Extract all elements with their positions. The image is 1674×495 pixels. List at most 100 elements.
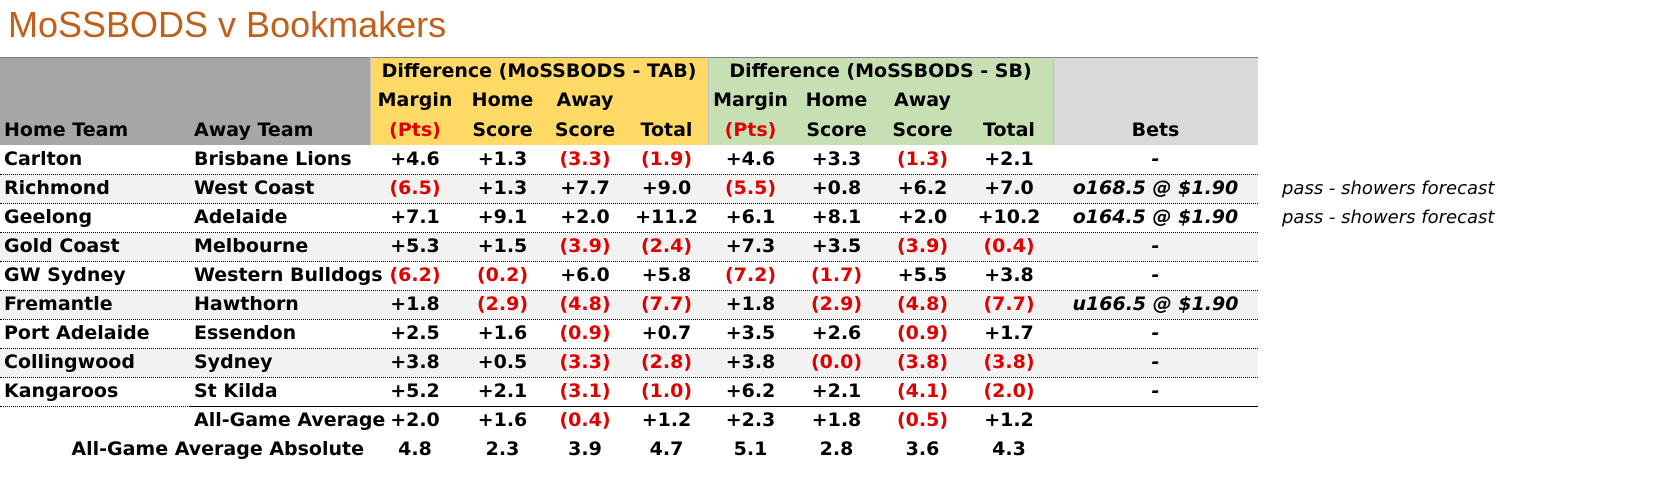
sb-value-cell: +3.5	[725, 322, 776, 344]
header-bets-bg	[1053, 57, 1258, 145]
tab-value-cell: +0.7	[641, 322, 692, 344]
tab-value-cell: +6.0	[560, 264, 610, 286]
sb-value-cell: +3.8	[725, 351, 776, 373]
sb-value-cell: +3.8	[984, 264, 1034, 286]
summary-tab-value: 4.7	[649, 438, 684, 460]
bet-cell: -	[1151, 380, 1160, 402]
summary-tab-value: 2.3	[485, 438, 520, 460]
home-team-cell: Richmond	[4, 177, 110, 199]
tab-value-cell: +2.0	[560, 206, 610, 228]
sb-value-cell: +6.2	[897, 177, 948, 199]
tab-value-cell: (0.2)	[476, 264, 529, 286]
sb-value-cell: (7.2)	[724, 264, 777, 286]
sb-value-cell: (3.8)	[983, 351, 1035, 373]
away-team-cell: Hawthorn	[194, 293, 299, 315]
sb-value-cell: (7.7)	[983, 293, 1035, 315]
away-team-cell: Adelaide	[194, 206, 288, 228]
summary-sb-value: +2.3	[725, 409, 776, 431]
tab-value-cell: +5.8	[641, 264, 692, 286]
sb-value-cell: (0.4)	[983, 235, 1035, 257]
summary-sb-value: 4.3	[992, 438, 1026, 460]
home-team-cell: Gold Coast	[4, 235, 120, 257]
summary-sb-value: 2.8	[819, 438, 854, 460]
home-team-cell: GW Sydney	[4, 264, 126, 286]
sb-header-away-score-2: Score	[892, 118, 953, 141]
sb-header-margin: Margin	[713, 89, 788, 111]
tab-value-cell: (6.5)	[389, 177, 441, 199]
tab-value-cell: +1.8	[390, 293, 440, 315]
bet-note: pass - showers forecast	[1282, 206, 1495, 228]
tab-value-cell: (4.8)	[559, 293, 611, 315]
group-header-tab: Difference (MoSSBODS - TAB)	[381, 60, 697, 82]
summary-label: All-Game Average	[194, 409, 386, 431]
row-divider	[0, 232, 1258, 233]
tab-value-cell: +9.1	[477, 206, 528, 228]
bet-cell: u166.5 @ $1.90	[1072, 293, 1239, 315]
tab-value-cell: (3.9)	[559, 235, 611, 257]
bet-cell: -	[1151, 264, 1160, 286]
sb-header-home-score: Home	[805, 89, 868, 111]
tab-value-cell: +1.3	[477, 148, 528, 170]
summary-sb-value: (0.5)	[896, 409, 949, 431]
tab-header-away-score-2: Score	[554, 118, 616, 141]
away-team-cell: Brisbane Lions	[194, 148, 352, 170]
header-top-line	[0, 57, 1258, 58]
sb-value-cell: +3.5	[811, 235, 862, 257]
tab-value-cell: +5.3	[390, 235, 440, 257]
tab-header-home-score-2: Score	[472, 118, 533, 141]
page-title: MoSSBODS v Bookmakers	[8, 4, 447, 45]
bet-cell: -	[1151, 148, 1160, 170]
summary-tab-value: +1.6	[477, 409, 528, 431]
row-divider	[0, 174, 1258, 175]
sb-value-cell: (5.5)	[724, 177, 777, 199]
group-header-sb: Difference (MoSSBODS - SB)	[729, 60, 1032, 82]
away-team-cell: West Coast	[194, 177, 315, 199]
row-divider	[0, 261, 1258, 262]
summary-tab-value: +1.2	[641, 409, 692, 431]
sb-value-cell: +6.1	[725, 206, 776, 228]
sb-value-cell: (4.8)	[896, 293, 949, 315]
away-team-cell: Western Bulldogs	[194, 264, 383, 286]
summary-top-line	[190, 406, 1258, 407]
sb-value-cell: +2.0	[897, 206, 948, 228]
summary-sb-value: 5.1	[733, 438, 768, 460]
sb-value-cell: +10.2	[977, 206, 1041, 228]
sb-value-cell: (0.9)	[896, 322, 949, 344]
tab-value-cell: +1.3	[477, 177, 528, 199]
tab-header-away-score: Away	[556, 89, 614, 111]
tab-header-total: Total	[640, 118, 693, 141]
summary-sb-value: 3.6	[905, 438, 940, 460]
sb-value-cell: +8.1	[811, 206, 862, 228]
sb-value-cell: +0.8	[811, 177, 862, 199]
summary-tab-value: +2.0	[390, 409, 440, 431]
sb-value-cell: +1.8	[725, 293, 776, 315]
row-stripe	[0, 232, 1258, 261]
header-divider-bets	[1053, 57, 1054, 145]
away-team-cell: Melbourne	[194, 235, 309, 257]
tab-value-cell: +1.5	[477, 235, 528, 257]
sb-value-cell: (2.0)	[983, 380, 1035, 402]
tab-value-cell: +1.6	[477, 322, 528, 344]
bet-cell: -	[1151, 322, 1160, 344]
summary-label: All-Game Average Absolute	[71, 438, 364, 460]
tab-header-margin: Margin	[377, 89, 453, 111]
home-team-cell: Geelong	[4, 206, 93, 228]
sb-header-home-score-2: Score	[806, 118, 867, 141]
sb-header-margin-unit: (Pts)	[724, 118, 777, 141]
row-stripe	[0, 290, 1258, 319]
header-divider-sb	[708, 57, 709, 145]
sb-value-cell: (3.8)	[896, 351, 949, 373]
sb-value-cell: +2.6	[811, 322, 862, 344]
tab-value-cell: (1.0)	[640, 380, 693, 402]
header-tab-bg	[370, 57, 708, 145]
sb-value-cell: (4.1)	[896, 380, 949, 402]
bet-note: pass - showers forecast	[1282, 177, 1495, 199]
row-divider	[0, 290, 1258, 291]
tab-value-cell: +7.1	[390, 206, 440, 228]
sb-value-cell: (2.9)	[810, 293, 863, 315]
header-grey-bg	[0, 57, 370, 145]
bet-cell: -	[1151, 351, 1160, 373]
header-home-team: Home Team	[4, 118, 129, 141]
summary-sb-value: +1.8	[811, 409, 862, 431]
tab-value-cell: +11.2	[635, 206, 698, 228]
